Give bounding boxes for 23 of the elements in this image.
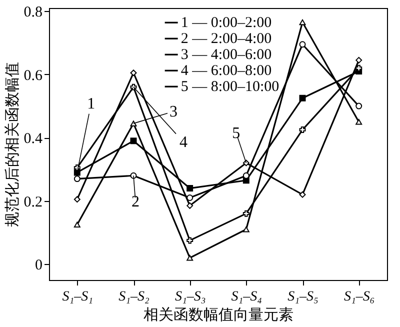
x-tick-label: S₁–S₂ <box>118 290 150 304</box>
x-tick-label: S₁–S₆ <box>344 290 375 304</box>
x-tick-label: S₁–S₄ <box>231 290 262 304</box>
y-tick-label: 0.8 <box>24 4 42 21</box>
x-axis-title: 相关函数幅值向量元素 <box>144 306 294 324</box>
x-tick-label: S₁–S₁ <box>62 290 94 304</box>
legend-label: 5 — 8:00–10:00 <box>180 79 280 95</box>
y-tick-label: 0 <box>35 258 42 274</box>
legend-label: 1 — 0:00–2:00 <box>180 15 272 31</box>
annotation: 2 <box>132 194 140 211</box>
annotation: 4 <box>180 134 188 152</box>
x-tick-label: S₁–S₅ <box>288 290 318 304</box>
y-tick-label: 0.4 <box>24 131 43 148</box>
y-tick-label: 0.2 <box>24 194 42 210</box>
x-tick-label: S₁–S₃ <box>174 290 206 304</box>
y-tick-label: 0.6 <box>24 68 43 84</box>
legend-label: 2 — 2:00–4:00 <box>180 31 272 47</box>
legend-label: 3 — 4:00–6:00 <box>180 47 272 63</box>
annotation: 5 <box>232 124 240 142</box>
annotation: 1 <box>87 95 96 112</box>
legend-label: 4 — 6:00–8:00 <box>180 63 272 79</box>
annotation: 3 <box>170 103 178 120</box>
y-axis-title: 规范化后的相关函数幅值 <box>4 62 21 227</box>
